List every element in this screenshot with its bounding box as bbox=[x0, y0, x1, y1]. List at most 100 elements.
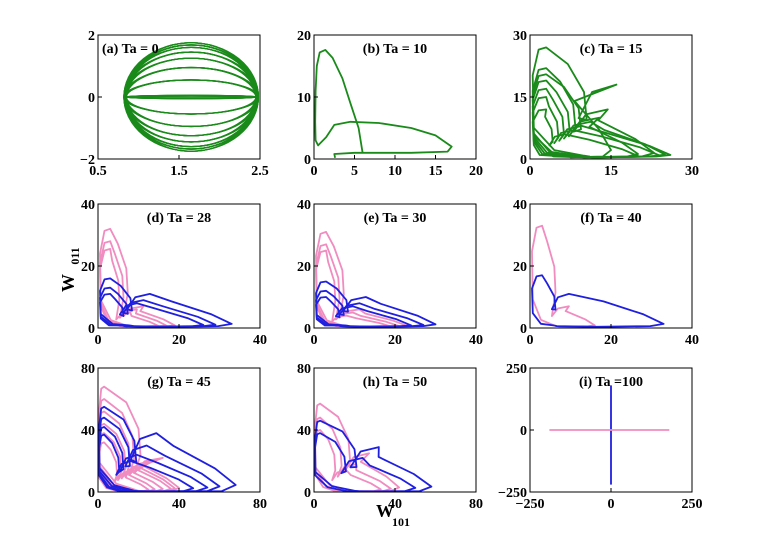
y-tick-label: 20 bbox=[297, 29, 311, 44]
panel-i: −250 0 250 −250 0 250 (i) Ta =100 bbox=[498, 362, 702, 512]
y-axis-label-main: W bbox=[58, 274, 78, 292]
trajectory-loop bbox=[315, 230, 409, 328]
plot-area bbox=[549, 385, 670, 485]
trajectory-loop bbox=[314, 432, 417, 492]
x-tick-label: 0 bbox=[95, 497, 102, 512]
x-tick-label: 0 bbox=[311, 333, 318, 348]
plot-area bbox=[314, 402, 433, 492]
x-tick-label: 0 bbox=[527, 164, 534, 179]
x-tick-label: 40 bbox=[388, 497, 402, 512]
y-tick-label: 10 bbox=[297, 91, 311, 106]
plot-area bbox=[531, 46, 672, 159]
trajectory-loop bbox=[314, 419, 433, 492]
y-tick-label: 40 bbox=[513, 198, 527, 213]
orbit-ellipse bbox=[123, 42, 260, 152]
y-tick-label: 40 bbox=[297, 424, 311, 439]
y-tick-label: 0 bbox=[520, 153, 527, 168]
series-green bbox=[531, 46, 672, 159]
trajectory-loop bbox=[531, 274, 665, 328]
series-blue bbox=[315, 280, 437, 328]
x-tick-label: 20 bbox=[388, 333, 402, 348]
plot-area bbox=[531, 224, 665, 328]
panel-title: (h) Ta = 50 bbox=[363, 375, 427, 390]
panel-title: (c) Ta = 15 bbox=[580, 42, 643, 57]
y-tick-label: 20 bbox=[513, 260, 527, 275]
x-tick-label: 30 bbox=[685, 164, 699, 179]
y-tick-label: 40 bbox=[81, 424, 95, 439]
panels-group: 0.5 1.5 2.5 −2 0 2 (a) Ta = 0 0 5 10 15 20 0 10 20 (b) … bbox=[80, 29, 702, 512]
x-tick-label: 0 bbox=[311, 497, 318, 512]
x-tick-label: 0.5 bbox=[89, 164, 107, 179]
y-tick-label: 250 bbox=[506, 362, 527, 377]
panel-e: 0 20 40 0 20 40 (e) Ta = 30 bbox=[297, 198, 483, 348]
x-tick-label: 0 bbox=[608, 497, 615, 512]
x-tick-label: 2.5 bbox=[251, 164, 269, 179]
x-tick-label: 20 bbox=[172, 333, 186, 348]
panel-title: (f) Ta = 40 bbox=[580, 211, 641, 226]
y-tick-label: 2 bbox=[88, 29, 95, 44]
trajectory-loop bbox=[315, 243, 401, 328]
trajectory-loop bbox=[531, 108, 639, 159]
y-tick-label: −2 bbox=[80, 153, 95, 168]
y-tick-label: −250 bbox=[498, 486, 527, 501]
x-axis-label-main: W bbox=[376, 501, 394, 521]
panel-title: (b) Ta = 10 bbox=[363, 42, 427, 57]
panel-d: 0 20 40 0 20 40 (d) Ta = 28 bbox=[81, 198, 267, 348]
trajectory-loop bbox=[98, 405, 237, 492]
y-axis-label: W 011 bbox=[58, 247, 82, 292]
y-tick-label: 0 bbox=[520, 322, 527, 337]
panel-a: 0.5 1.5 2.5 −2 0 2 (a) Ta = 0 bbox=[80, 29, 269, 179]
panel-f: 0 20 40 0 20 40 (f) Ta = 40 bbox=[513, 198, 699, 348]
plot-area bbox=[98, 385, 237, 492]
trajectory-loop bbox=[531, 96, 661, 159]
y-tick-label: 0 bbox=[88, 486, 95, 501]
trajectory-loop bbox=[315, 296, 413, 328]
panel-b: 0 5 10 15 20 0 10 20 (b) Ta = 10 bbox=[297, 29, 483, 179]
x-tick-label: 80 bbox=[469, 497, 483, 512]
trajectory-line bbox=[314, 49, 453, 158]
trajectory-loop bbox=[99, 292, 205, 328]
series-pink bbox=[315, 230, 409, 328]
x-tick-label: 0 bbox=[95, 333, 102, 348]
x-tick-label: 20 bbox=[469, 164, 483, 179]
x-tick-label: 1.5 bbox=[170, 164, 188, 179]
series-pink bbox=[314, 402, 401, 492]
y-tick-label: 80 bbox=[81, 362, 95, 377]
x-tick-label: 15 bbox=[604, 164, 618, 179]
y-tick-label: 40 bbox=[81, 198, 95, 213]
series-green bbox=[314, 49, 453, 158]
x-axis-label-sub: 101 bbox=[392, 515, 410, 529]
panel-title: (g) Ta = 45 bbox=[147, 375, 211, 390]
x-tick-label: 10 bbox=[388, 164, 402, 179]
panel-title: (i) Ta =100 bbox=[579, 375, 643, 390]
y-tick-label: 0 bbox=[520, 424, 527, 439]
panel-c: 0 15 30 0 15 30 (c) Ta = 15 bbox=[513, 29, 699, 179]
x-tick-label: 15 bbox=[429, 164, 443, 179]
series-blue bbox=[314, 419, 433, 492]
series-pink bbox=[99, 227, 176, 328]
x-tick-label: 40 bbox=[469, 333, 483, 348]
plot-area bbox=[314, 49, 453, 158]
series-blue bbox=[98, 405, 237, 492]
x-tick-label: −250 bbox=[516, 497, 545, 512]
plot-area bbox=[99, 227, 233, 328]
series-blue bbox=[99, 277, 233, 328]
x-tick-label: 0 bbox=[527, 333, 534, 348]
x-tick-label: 0 bbox=[311, 164, 318, 179]
x-tick-label: 80 bbox=[253, 497, 267, 512]
trajectory-loop bbox=[98, 433, 195, 492]
panel-title: (d) Ta = 28 bbox=[147, 211, 211, 226]
x-tick-label: 40 bbox=[172, 497, 186, 512]
y-tick-label: 0 bbox=[88, 91, 95, 106]
y-tick-label: 0 bbox=[304, 322, 311, 337]
x-tick-label: 5 bbox=[351, 164, 358, 179]
series-blue bbox=[531, 274, 665, 328]
panel-h: 0 40 80 0 40 80 (h) Ta = 50 bbox=[297, 362, 483, 512]
y-tick-label: 20 bbox=[297, 260, 311, 275]
trajectory-loop bbox=[99, 240, 168, 328]
y-tick-label: 30 bbox=[513, 29, 527, 44]
panel-title: (e) Ta = 30 bbox=[364, 211, 427, 226]
y-tick-label: 0 bbox=[88, 322, 95, 337]
x-tick-label: 20 bbox=[604, 333, 618, 348]
